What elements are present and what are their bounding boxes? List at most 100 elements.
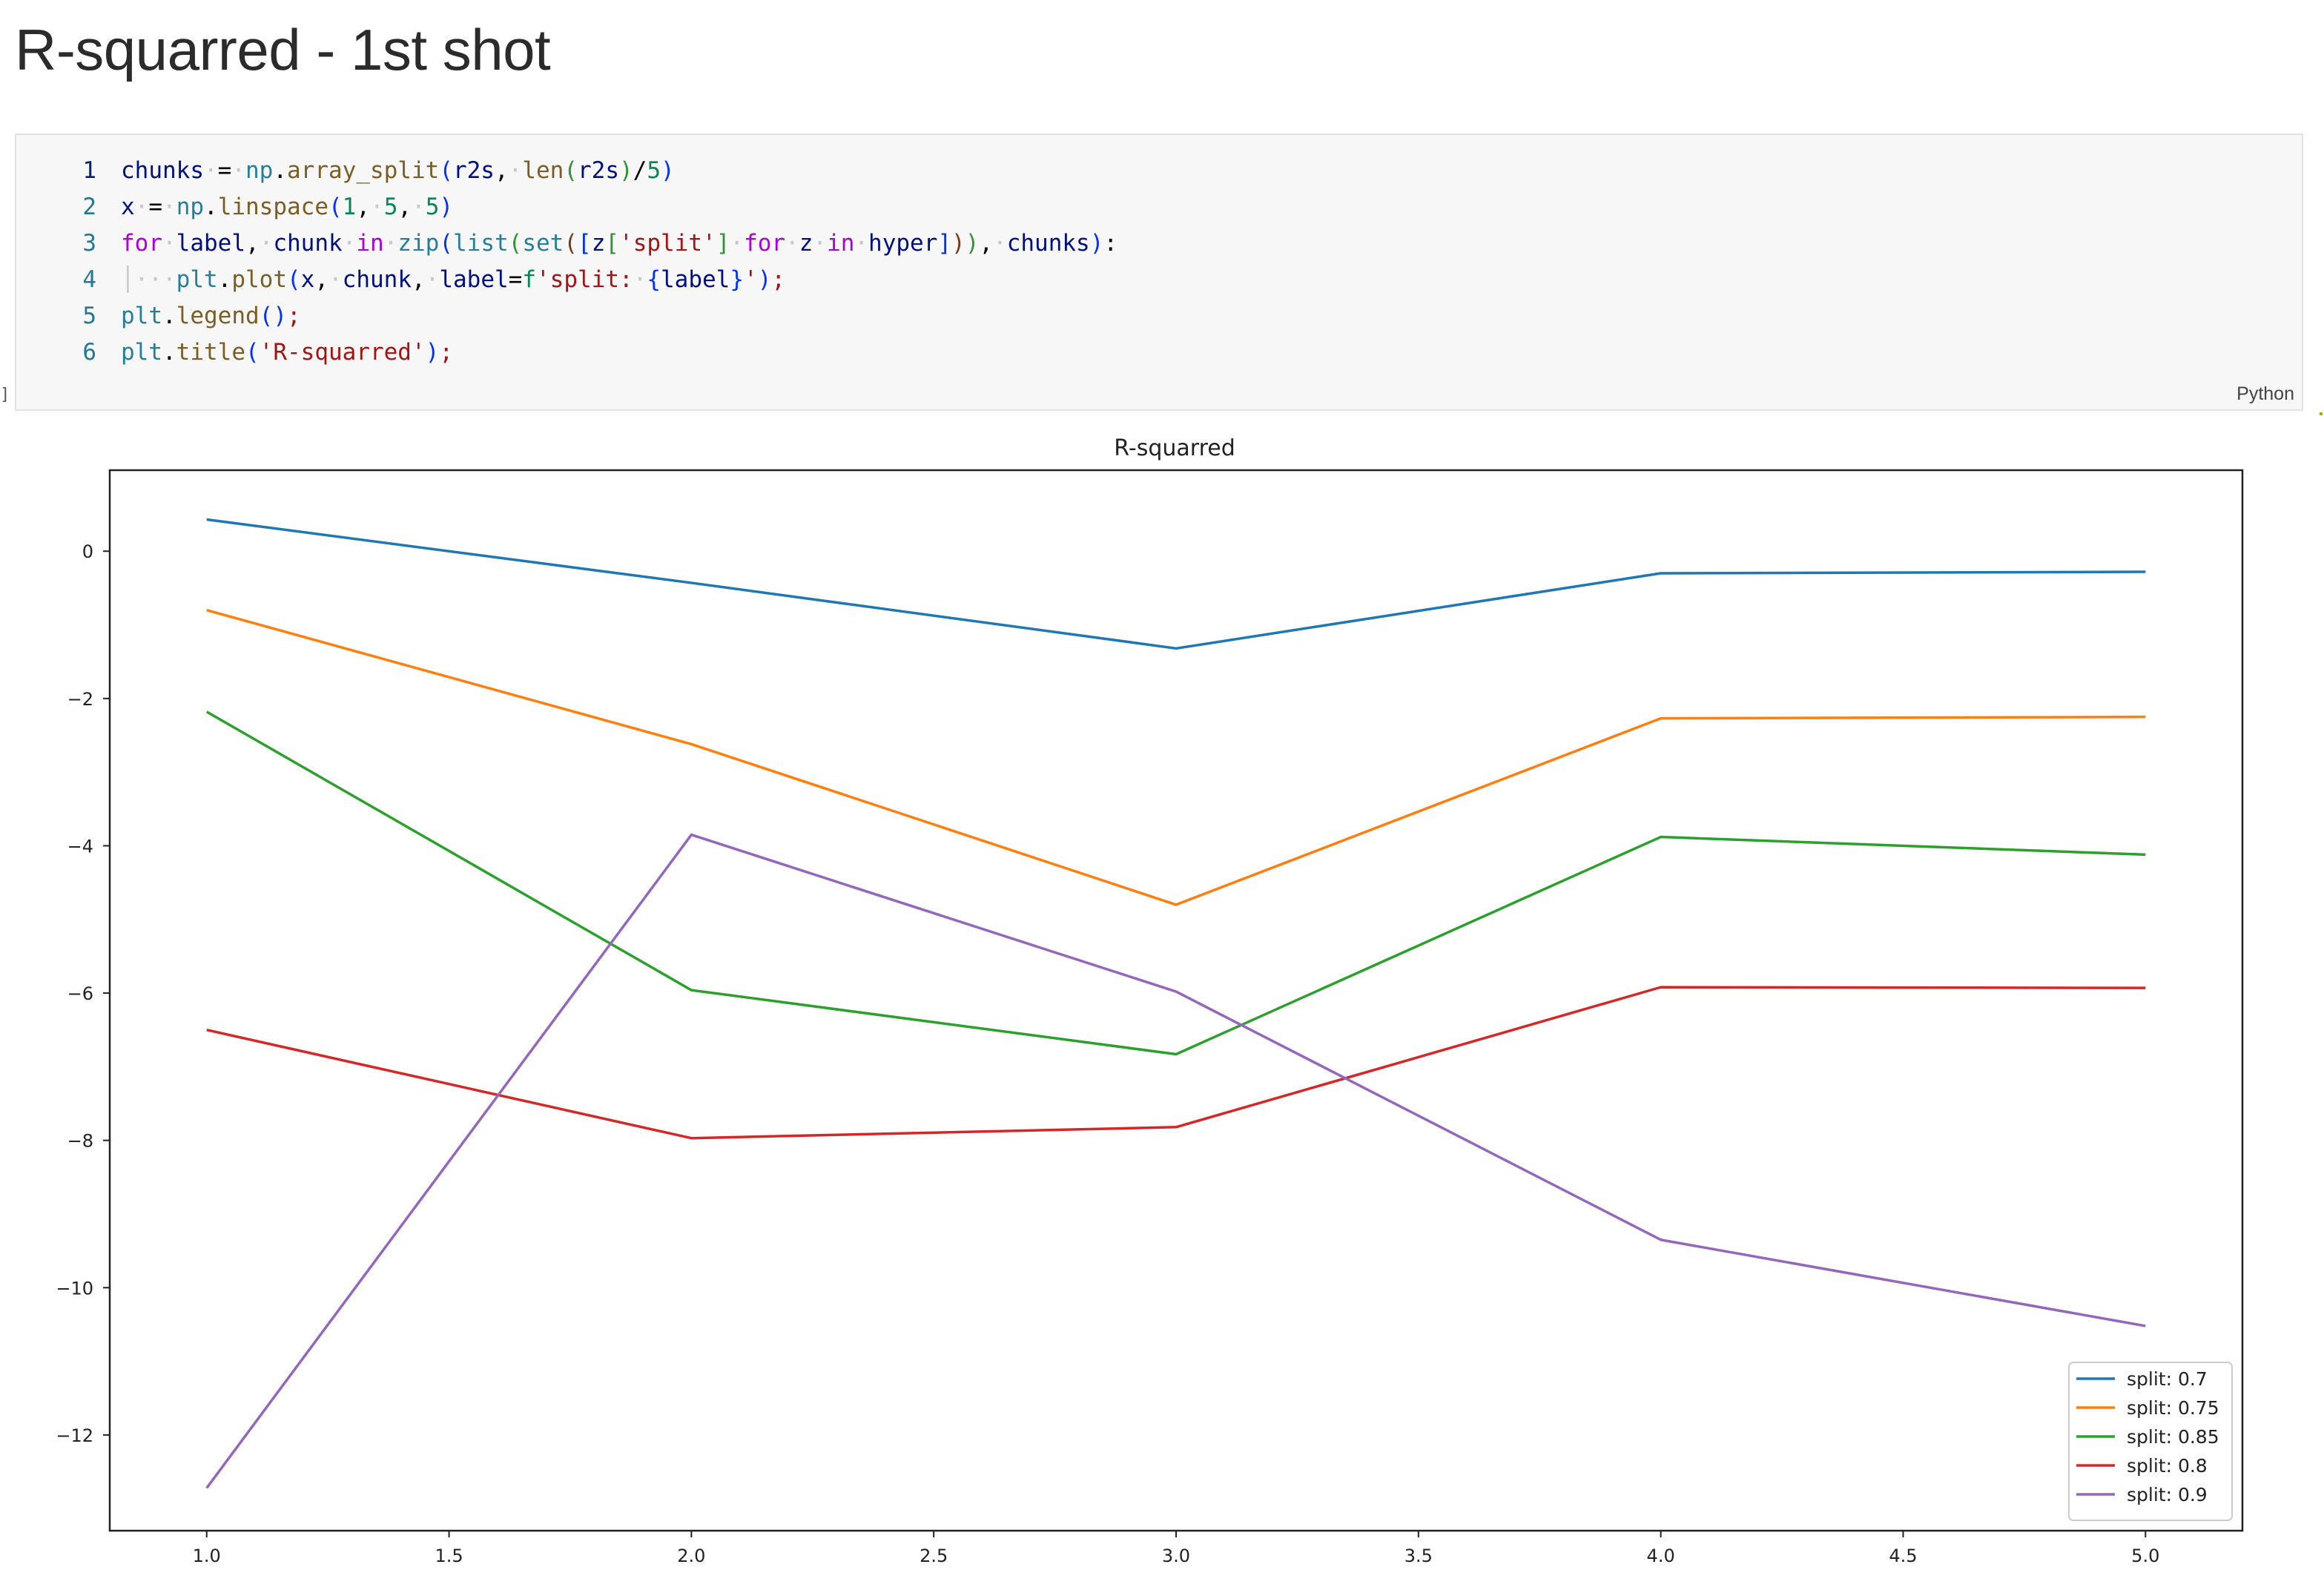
whitespace-marker: · <box>162 194 176 220</box>
code-text: plt.legend(); <box>121 298 301 334</box>
x-tick-label: 3.5 <box>1404 1546 1433 1566</box>
whitespace-marker: · <box>203 157 218 184</box>
whitespace-marker: · <box>370 194 384 220</box>
code-token: linspace <box>217 194 329 220</box>
code-token: label <box>176 230 245 257</box>
code-text: x·=·np.linspace(1,·5,·5) <box>121 189 453 225</box>
y-tick-label: −2 <box>67 689 93 710</box>
code-token: plt <box>121 339 162 366</box>
code-token: plt <box>121 303 162 329</box>
code-token: ( <box>439 157 453 184</box>
code-token: 'split: <box>536 266 633 293</box>
code-text: │···plt.plot(x,·chunk,·label=f'split:·{l… <box>121 262 785 298</box>
cell-status-indicator <box>2320 412 2323 415</box>
y-tick-label: −8 <box>67 1131 93 1152</box>
code-token: = <box>508 266 523 293</box>
legend-label: split: 0.7 <box>2127 1368 2208 1390</box>
code-token: . <box>217 266 232 293</box>
code-token: . <box>273 157 287 184</box>
code-token: , <box>412 266 426 293</box>
series-lines <box>205 518 2146 1489</box>
code-token: len <box>522 157 564 184</box>
code-text: chunks·=·np.array_split(r2s,·len(r2s)/5) <box>121 153 675 189</box>
code-token: . <box>162 339 176 366</box>
code-token: label <box>439 266 509 293</box>
code-token: chunk <box>273 230 343 257</box>
code-token: x <box>121 194 135 220</box>
y-tick-label: −12 <box>56 1425 93 1446</box>
code-token: = <box>148 194 163 220</box>
chart-title: R-squarred <box>1114 435 1235 461</box>
whitespace-marker: · <box>383 230 398 257</box>
code-token: } <box>730 266 745 293</box>
code-token: ( <box>508 230 523 257</box>
x-tick-label: 4.5 <box>1889 1546 1917 1566</box>
code-token: ( <box>329 194 343 220</box>
code-token: ( <box>439 230 454 257</box>
code-line[interactable]: 3 for·label,·chunk·in·zip(list(set([z['sp… <box>16 225 2302 262</box>
line-chart: R-squarred 1.0 1.5 2.0 2.5 3.0 3.5 4.0 4.5 5.0 0 −… <box>56 435 2244 1566</box>
code-line[interactable]: 4 │···plt.plot(x,·chunk,·label=f'split:·{… <box>16 262 2302 298</box>
line-number: 5 <box>82 303 96 329</box>
code-token: ) <box>757 266 772 293</box>
code-token: for <box>121 230 162 257</box>
code-token: set <box>522 230 564 257</box>
code-token: 'split' <box>619 230 716 257</box>
code-token: : <box>1103 230 1118 257</box>
x-tick-label: 1.0 <box>193 1546 221 1566</box>
whitespace-marker: · <box>162 230 176 257</box>
code-token: 5 <box>425 194 440 220</box>
code-token: ] <box>937 230 952 257</box>
line-number: 1 <box>82 157 96 184</box>
code-token: , <box>979 230 994 257</box>
code-token: in <box>827 230 855 257</box>
code-line[interactable]: 5 plt.legend(); <box>16 298 2302 334</box>
code-line[interactable]: 1 chunks·=·np.array_split(r2s,·len(r2s)/5… <box>16 153 2302 189</box>
series-line <box>205 710 2146 1056</box>
code-cell[interactable]: ] 1 chunks·=·np.array_split(r2s,·len(r2s)… <box>0 133 2303 411</box>
y-tick-label: 0 <box>82 541 93 562</box>
cell-language-label[interactable]: Python <box>2236 383 2294 404</box>
legend: split: 0.7 split: 0.75 split: 0.85 split: 0… <box>2068 1362 2233 1521</box>
code-token: , <box>397 194 412 220</box>
code-token: { <box>647 266 661 293</box>
code-token: 5 <box>383 194 398 220</box>
code-token: r2s <box>452 157 495 184</box>
code-token: ) <box>425 339 440 366</box>
code-token: z <box>799 230 813 257</box>
whitespace-marker: · <box>508 157 523 184</box>
whitespace-marker: · <box>633 266 647 293</box>
whitespace-marker: · <box>259 230 274 257</box>
code-token: np <box>245 157 274 184</box>
y-tick-label: −4 <box>67 836 93 857</box>
code-token: hyper <box>868 230 938 257</box>
code-token: np <box>176 194 205 220</box>
code-token: title <box>176 339 245 366</box>
code-token: ) <box>619 157 633 184</box>
code-token: ) <box>439 194 454 220</box>
code-line[interactable]: 6 plt.title('R-squarred'); <box>16 334 2302 371</box>
x-tick-label: 2.0 <box>677 1546 705 1566</box>
code-token: , <box>356 194 371 220</box>
whitespace-marker: · <box>231 157 245 184</box>
cell-gutter-mark: ] <box>0 386 10 404</box>
series-line <box>206 518 2146 650</box>
code-line[interactable]: 2 x·=·np.linspace(1,·5,·5) <box>16 189 2302 225</box>
code-token: ) <box>951 230 965 257</box>
whitespace-marker: · <box>412 194 426 220</box>
code-token: legend <box>176 303 260 329</box>
code-token: plot <box>231 266 287 293</box>
x-tick-label: 4.0 <box>1647 1546 1675 1566</box>
whitespace-marker: · <box>730 230 745 257</box>
whitespace-marker: · <box>993 230 1007 257</box>
x-tick-label: 3.0 <box>1162 1546 1190 1566</box>
code-token: x <box>300 266 315 293</box>
whitespace-marker: · <box>329 266 343 293</box>
legend-label: split: 0.75 <box>2127 1397 2219 1419</box>
y-tick-label: −10 <box>56 1278 93 1299</box>
code-token: plt <box>176 266 218 293</box>
code-token: . <box>162 303 176 329</box>
code-editor[interactable]: 1 chunks·=·np.array_split(r2s,·len(r2s)/5… <box>16 153 2302 371</box>
code-token: r2s <box>578 157 619 184</box>
legend-label: split: 0.85 <box>2127 1426 2219 1448</box>
